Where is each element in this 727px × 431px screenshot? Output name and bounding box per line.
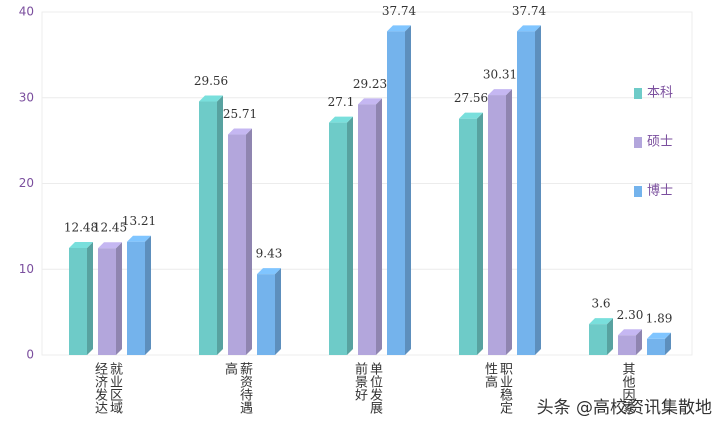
bar-side xyxy=(506,89,512,356)
bar-side xyxy=(217,95,223,355)
bar-top xyxy=(618,329,642,336)
bar-top xyxy=(517,25,541,32)
value-label: 27.56 xyxy=(454,91,488,105)
legend-label: 本科 xyxy=(647,86,673,101)
bar-top xyxy=(358,98,382,105)
value-label: 3.6 xyxy=(591,297,610,311)
bar xyxy=(488,95,506,356)
bar-top xyxy=(387,25,411,32)
bar-top xyxy=(488,89,512,96)
bar-side xyxy=(246,128,252,355)
bar-side xyxy=(116,242,122,355)
bar-top xyxy=(647,332,671,339)
legend-swatch xyxy=(634,186,642,197)
legend-label: 博士 xyxy=(647,184,673,199)
bar xyxy=(257,274,275,355)
bar-top xyxy=(228,128,252,135)
bar-top xyxy=(127,235,151,242)
value-label: 1.89 xyxy=(646,311,673,325)
bar xyxy=(358,104,376,355)
value-label: 27.1 xyxy=(328,95,355,109)
value-label: 12.48 xyxy=(64,220,98,234)
bar-side xyxy=(636,329,642,355)
bar-side xyxy=(477,112,483,355)
bar-top xyxy=(199,95,223,102)
bar-side xyxy=(665,332,671,355)
value-label: 29.56 xyxy=(194,74,228,88)
bar-top xyxy=(329,116,353,123)
x-tick-label: 就业区域经济发达 xyxy=(92,362,122,414)
y-tick-label: 40 xyxy=(19,5,34,19)
bar xyxy=(228,134,246,355)
bar xyxy=(459,118,477,355)
legend-label: 硕士 xyxy=(647,135,673,150)
bar-side xyxy=(405,25,411,356)
bar xyxy=(517,31,535,356)
bar-side xyxy=(347,116,353,356)
bar-top xyxy=(257,268,281,275)
x-tick-label: 薪资待遇高 xyxy=(222,362,252,414)
watermark: 头条 @高校资讯集散地 xyxy=(537,398,712,418)
value-label: 37.74 xyxy=(382,4,417,18)
y-tick-label: 20 xyxy=(19,176,34,190)
y-tick-label: 0 xyxy=(26,348,34,362)
bar-top xyxy=(98,242,122,249)
bar xyxy=(618,335,636,355)
bar xyxy=(387,31,405,356)
bar xyxy=(329,122,347,356)
bar xyxy=(69,247,87,355)
x-tick-label: 单位发展前景好 xyxy=(352,362,382,414)
bar xyxy=(98,248,116,355)
value-label: 9.43 xyxy=(256,247,283,261)
value-label: 2.30 xyxy=(617,308,644,322)
bar-side xyxy=(607,318,613,355)
bar-side xyxy=(87,241,93,355)
bar-top xyxy=(459,112,483,119)
x-tick-label: 职业稳定性高 xyxy=(482,362,512,414)
bar-side xyxy=(145,235,151,355)
bar-top xyxy=(589,318,613,325)
legend-swatch xyxy=(634,137,642,148)
value-label: 29.23 xyxy=(353,77,387,91)
x-tick-label: 其他因素 xyxy=(619,362,635,414)
bar-side xyxy=(535,25,541,356)
value-label: 25.71 xyxy=(223,107,257,121)
bar xyxy=(647,338,665,355)
value-label: 12.45 xyxy=(93,221,127,235)
bar xyxy=(589,324,607,355)
bar-side xyxy=(376,98,382,355)
value-label: 37.74 xyxy=(512,4,547,18)
bar xyxy=(127,241,145,355)
value-label: 30.31 xyxy=(483,68,517,82)
y-tick-label: 10 xyxy=(19,262,34,276)
y-tick-label: 30 xyxy=(19,90,34,104)
legend-swatch xyxy=(634,88,642,99)
value-label: 13.21 xyxy=(122,214,156,228)
bar-top xyxy=(69,241,93,248)
bar xyxy=(199,101,217,355)
bar-side xyxy=(275,268,281,355)
